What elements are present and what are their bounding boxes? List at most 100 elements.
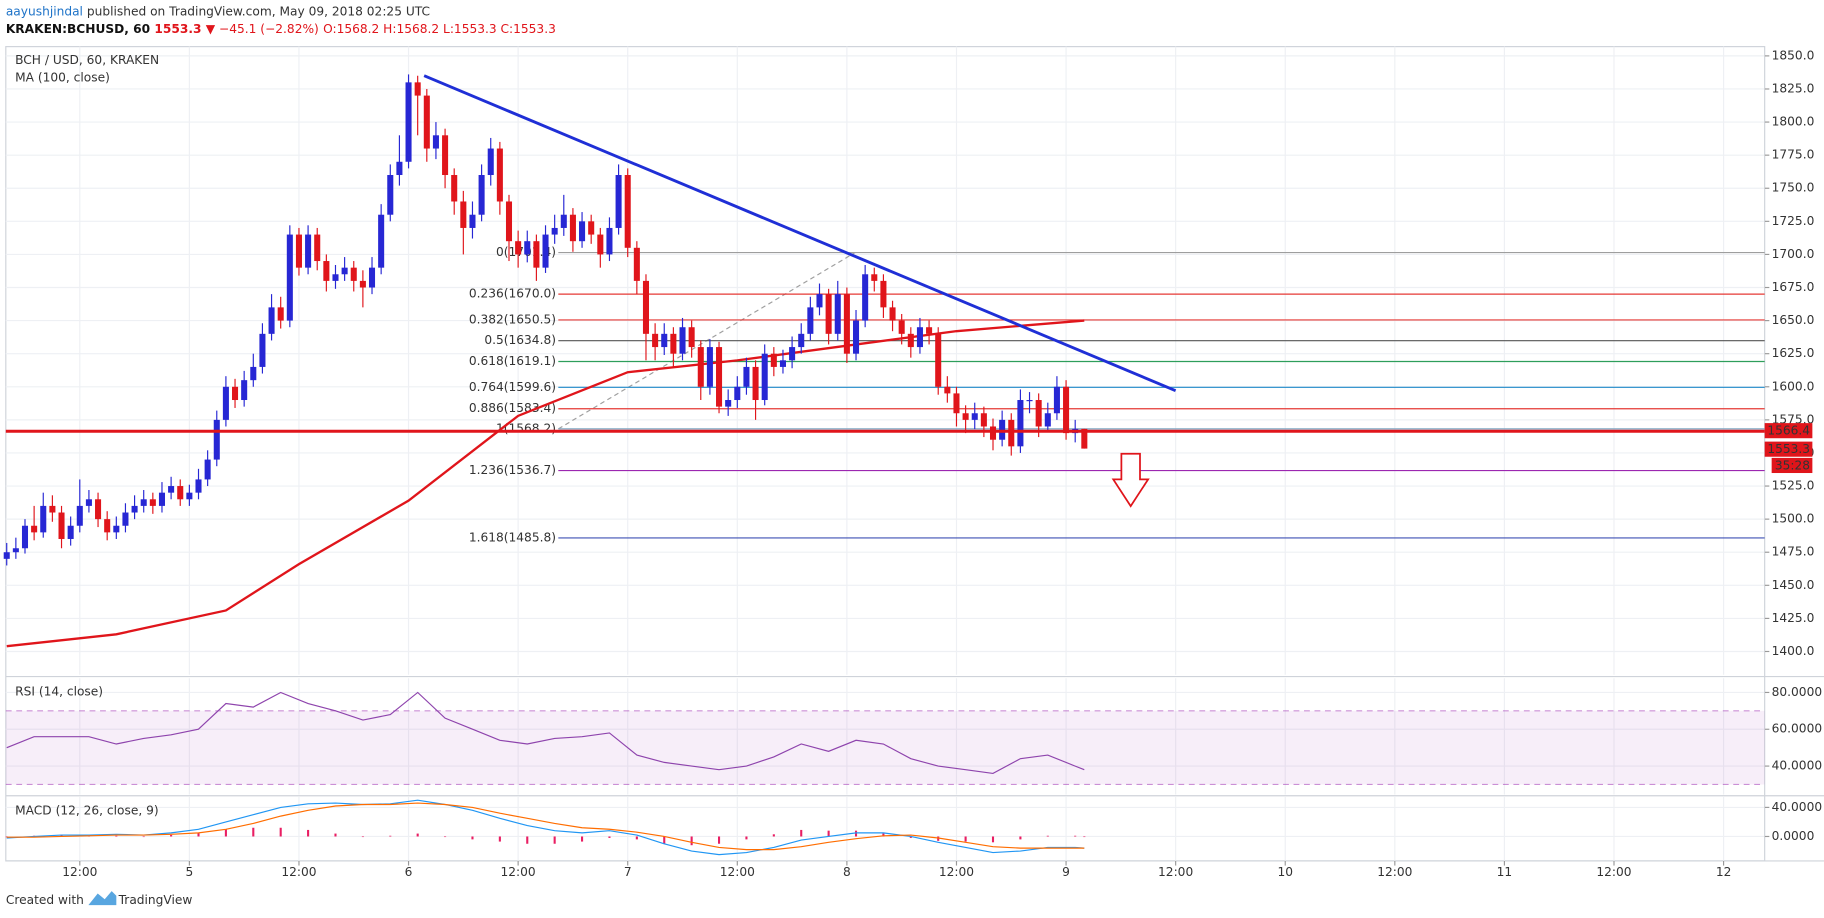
candle-body — [597, 234, 604, 255]
x-tick-label: 9 — [1062, 865, 1070, 879]
macd-histogram-bar — [1046, 835, 1049, 837]
candle-body — [779, 360, 786, 367]
candle-body — [85, 499, 92, 506]
macd-histogram-bar — [60, 835, 63, 837]
footer-brand[interactable]: TradingView — [118, 893, 193, 907]
ohlc: O:1568.2 H:1568.2 L:1553.3 C:1553.3 — [323, 22, 556, 36]
candle-body — [1035, 400, 1042, 427]
y-tick-label: 1625.0 — [1772, 346, 1815, 360]
candle-body — [1008, 419, 1015, 447]
candle-body — [95, 499, 102, 520]
fib-label: 0.618(1619.1) — [469, 354, 556, 368]
candle-body — [350, 267, 357, 281]
y-tick-label: 1700.0 — [1772, 247, 1815, 261]
y-tick-label: 1475.0 — [1772, 545, 1815, 559]
candle-body — [368, 267, 376, 288]
x-tick-label: 12:00 — [939, 865, 974, 879]
candle-body — [49, 505, 56, 513]
candle-body — [414, 82, 421, 96]
candle-body — [341, 267, 348, 275]
tv-logo[interactable] — [88, 891, 117, 906]
macd-histogram-bar — [361, 836, 364, 838]
indicator-line — [6, 802, 1085, 851]
candle-body — [140, 499, 147, 506]
candle-body — [770, 353, 777, 367]
candle-body — [606, 227, 613, 255]
candle-body — [971, 413, 978, 420]
x-tick-label: 12:00 — [1158, 865, 1193, 879]
macd-histogram-bar — [471, 836, 474, 840]
candle-body — [679, 327, 686, 354]
candle-body — [305, 234, 312, 268]
candle-body — [743, 366, 750, 387]
y-tick-label: 40.0000 — [1772, 800, 1822, 814]
fib-label: 1(1568.2) — [496, 421, 556, 435]
macd-histogram-bar — [416, 833, 419, 837]
support-tag-label: 1566.4 — [1767, 424, 1810, 438]
x-tick-label: 12:00 — [1377, 865, 1412, 879]
candle-body — [734, 386, 741, 401]
last: 1553.3 — [154, 22, 201, 36]
x-tick-label: 5 — [185, 865, 193, 879]
x-tick-label: 12:00 — [720, 865, 755, 879]
candle-body — [935, 333, 942, 387]
candle-body — [688, 327, 695, 348]
y-tick-label: 1575.0 — [1772, 412, 1815, 426]
macd-histogram-bar — [1074, 835, 1077, 837]
candle-body — [834, 294, 841, 334]
candle-body — [816, 294, 823, 308]
candle-body — [907, 333, 914, 348]
candle-body — [852, 320, 860, 354]
x-tick-label: 12:00 — [1596, 865, 1631, 879]
fib-label: 1.618(1485.8) — [469, 530, 556, 544]
candle-body — [478, 175, 485, 215]
candle-body — [332, 274, 339, 281]
candle-body — [661, 333, 668, 348]
candle-body — [505, 201, 513, 242]
macd-histogram-bar — [581, 836, 584, 842]
candle-body — [186, 492, 193, 500]
y-tick-label: 1600.0 — [1772, 379, 1815, 393]
macd-histogram-bar — [1019, 836, 1022, 840]
macd-histogram-bar — [608, 836, 611, 838]
candle-body — [1017, 400, 1024, 447]
candle-body — [259, 333, 266, 367]
macd-histogram-bar — [635, 836, 638, 840]
macd-histogram-bar — [197, 832, 200, 837]
candle-body — [396, 161, 403, 176]
x-tick-label: 11 — [1497, 865, 1513, 879]
candle-body — [524, 241, 531, 255]
candle-body — [862, 274, 869, 321]
y-tick-label: 1400.0 — [1772, 644, 1815, 658]
macd-histogram-bar — [444, 836, 447, 838]
price-tag — [1764, 423, 1813, 439]
ma-title: MA (100, close) — [15, 71, 110, 85]
x-tick-label: 12:00 — [501, 865, 536, 879]
candle-body — [487, 148, 494, 176]
fib-label: 0.764(1599.6) — [469, 380, 556, 394]
candle-body — [569, 214, 576, 242]
candle-body — [122, 512, 129, 526]
macd-histogram-bar — [964, 836, 967, 842]
candle-body — [962, 413, 969, 420]
macd-histogram-bar — [252, 827, 255, 837]
moving-average — [6, 319, 1085, 648]
candle-body — [789, 347, 796, 361]
candle-body — [442, 135, 449, 176]
macd-histogram-bar — [690, 836, 693, 846]
candle-body — [542, 234, 549, 268]
candle-body — [460, 201, 467, 228]
countdown: 35:28 — [1775, 459, 1810, 473]
macd-histogram-bar — [745, 836, 748, 840]
candle-body — [158, 492, 166, 506]
candle-body — [469, 214, 476, 228]
candle-body — [314, 234, 321, 262]
x-tick-label: 7 — [624, 865, 632, 879]
chart-layer: 12:00 5 12:00 6 12:00 7 12:00 8 12:00 9 12:00 10 12:… — [3, 46, 1822, 879]
candle-body — [12, 548, 19, 553]
candle-body — [999, 419, 1006, 440]
candle-body — [807, 307, 814, 334]
author[interactable]: aayushjindal — [6, 4, 83, 18]
